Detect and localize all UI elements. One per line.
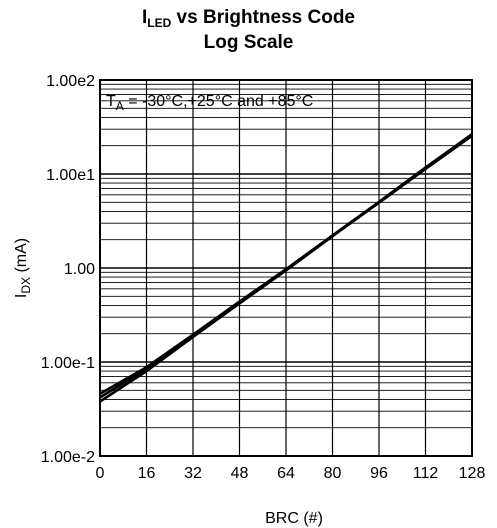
y-tick-labels: 1.00e-2 1.00e-1 1.00 1.00e1 1.00e2 bbox=[41, 73, 95, 466]
x-axis-label: BRC (#) bbox=[265, 510, 323, 527]
chart-title-main: I bbox=[142, 7, 148, 28]
chart-title-line-1: ILED vs Brightness Code bbox=[0, 6, 497, 31]
plot-frame bbox=[99, 79, 473, 457]
x-tick-label-80: 80 bbox=[324, 465, 342, 482]
x-tick-label-128: 128 bbox=[459, 465, 486, 482]
x-tick-label-96: 96 bbox=[370, 465, 388, 482]
y-tick-label-4: 1.00e2 bbox=[46, 73, 95, 90]
annotation-main: T bbox=[106, 93, 116, 110]
x-tick-label-32: 32 bbox=[184, 465, 202, 482]
y-tick-label-0: 1.00e-2 bbox=[41, 449, 95, 466]
x-tick-labels: 0 16 32 48 64 80 96 112 128 bbox=[96, 465, 486, 482]
y-tick-label-1: 1.00e-1 bbox=[41, 355, 95, 372]
y-axis-label-main: I bbox=[13, 294, 30, 298]
annotation-rest: = -30°C,+25°C and +85°C bbox=[124, 93, 314, 110]
y-axis-label: IDX (mA) bbox=[13, 238, 33, 298]
x-tick-label-64: 64 bbox=[277, 465, 295, 482]
chart-title-subscript: LED bbox=[147, 16, 172, 30]
y-tick-label-2: 1.00 bbox=[64, 261, 95, 278]
temperature-annotation: TA = -30°C,+25°C and +85°C bbox=[106, 93, 313, 113]
chart-title-rest: vs Brightness Code bbox=[171, 7, 355, 28]
x-tick-label-48: 48 bbox=[231, 465, 249, 482]
y-tick-label-3: 1.00e1 bbox=[46, 167, 95, 184]
x-tick-label-16: 16 bbox=[138, 465, 156, 482]
chart-title-line-2: Log Scale bbox=[203, 32, 294, 53]
series-lines bbox=[99, 133, 473, 403]
y-axis-label-rest: (mA) bbox=[13, 238, 30, 277]
y-axis-label-subscript: DX bbox=[19, 277, 33, 294]
x-tick-label-112: 112 bbox=[413, 465, 439, 482]
series-line-2 bbox=[99, 133, 473, 395]
x-tick-label-0: 0 bbox=[96, 465, 105, 482]
annotation-subscript: A bbox=[116, 99, 124, 113]
chart-title: ILED vs Brightness Code Log Scale bbox=[0, 6, 497, 55]
